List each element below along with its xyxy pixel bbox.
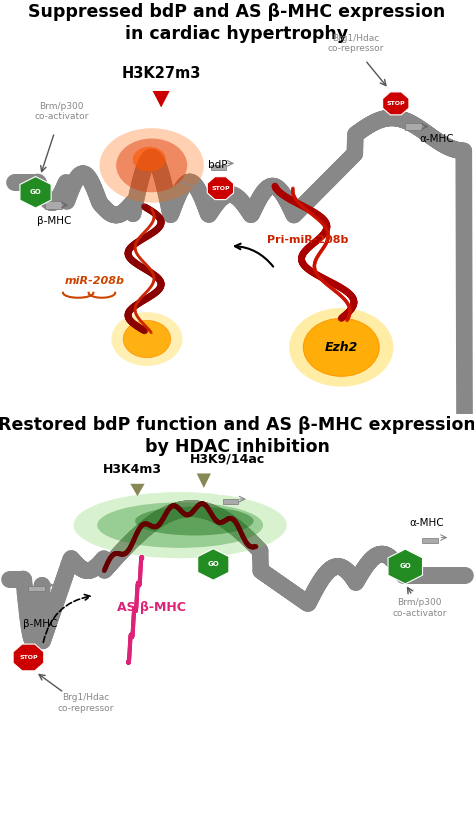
Text: H3K4m3: H3K4m3 (103, 462, 162, 476)
Text: Brg1/Hdac
co-repressor: Brg1/Hdac co-repressor (57, 693, 113, 713)
Text: Restored bdP function and AS β-MHC expression: Restored bdP function and AS β-MHC expre… (0, 416, 474, 434)
Text: GO: GO (208, 562, 219, 567)
Polygon shape (388, 549, 422, 584)
Text: α-MHC: α-MHC (419, 133, 454, 144)
Polygon shape (198, 549, 229, 581)
Ellipse shape (97, 502, 263, 548)
Bar (405, 123, 422, 131)
Text: Ezh2: Ezh2 (325, 341, 358, 354)
Ellipse shape (111, 313, 182, 366)
Ellipse shape (135, 506, 254, 536)
Polygon shape (197, 473, 211, 488)
Text: bdP: bdP (208, 160, 228, 170)
Polygon shape (130, 484, 145, 496)
Bar (422, 538, 438, 543)
Polygon shape (207, 177, 234, 199)
Polygon shape (153, 91, 170, 108)
Ellipse shape (123, 320, 171, 357)
Ellipse shape (289, 308, 393, 386)
Ellipse shape (133, 147, 166, 172)
Text: α-MHC: α-MHC (409, 518, 444, 528)
Text: Brm/p300
co-activator: Brm/p300 co-activator (35, 102, 89, 122)
Text: Brg1/Hdac
co-repressor: Brg1/Hdac co-repressor (328, 34, 383, 53)
Text: β-MHC: β-MHC (37, 216, 72, 227)
Text: by HDAC inhibition: by HDAC inhibition (145, 438, 329, 457)
Text: β-MHC: β-MHC (23, 619, 57, 629)
Text: STOP: STOP (386, 101, 405, 106)
Ellipse shape (303, 318, 379, 376)
Text: Suppressed bdP and AS β-MHC expression: Suppressed bdP and AS β-MHC expression (28, 2, 446, 21)
Text: in cardiac hypertrophy: in cardiac hypertrophy (126, 25, 348, 43)
Text: bdP: bdP (216, 487, 239, 497)
Polygon shape (383, 92, 409, 115)
Text: miR-208b: miR-208b (65, 276, 125, 286)
Text: AS β-MHC: AS β-MHC (117, 601, 186, 614)
Text: Brm/p300
co-activator: Brm/p300 co-activator (392, 598, 447, 618)
Bar (45, 202, 62, 209)
Text: GO: GO (400, 563, 411, 570)
Text: STOP: STOP (19, 655, 38, 660)
Text: STOP: STOP (211, 185, 230, 191)
Text: GO: GO (30, 189, 41, 195)
Bar (223, 499, 238, 504)
Text: H3K9/14ac: H3K9/14ac (190, 452, 265, 465)
Ellipse shape (100, 128, 204, 203)
Text: Pri-miR-208b: Pri-miR-208b (267, 235, 349, 245)
Bar (28, 586, 45, 591)
Ellipse shape (116, 138, 187, 193)
Polygon shape (20, 177, 51, 208)
Ellipse shape (73, 492, 287, 558)
Bar (211, 165, 226, 170)
Polygon shape (13, 644, 44, 671)
Text: H3K27m3: H3K27m3 (121, 65, 201, 80)
